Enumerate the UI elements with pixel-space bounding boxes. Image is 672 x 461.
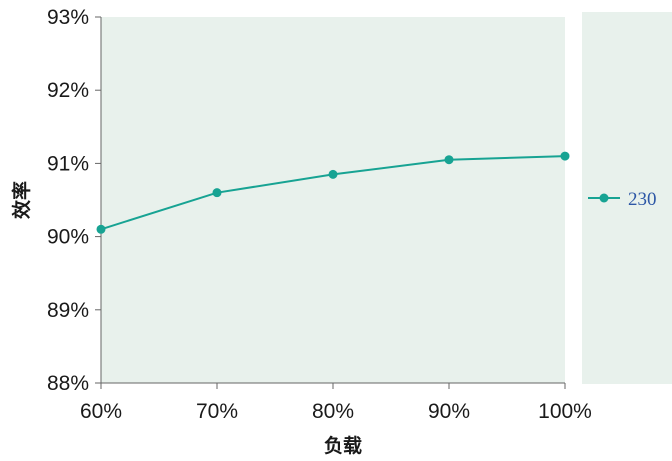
y-axis-title: 效率: [10, 181, 33, 219]
data-point: [96, 224, 106, 234]
y-tick-label: 88%: [47, 372, 89, 395]
x-tick-label: 80%: [312, 400, 354, 423]
x-tick-label: 100%: [538, 400, 592, 423]
y-tick-labels: 88% 89% 90% 91% 92% 93%: [47, 6, 89, 395]
x-tick-label: 90%: [428, 400, 470, 423]
x-axis-title: 负载: [324, 434, 362, 457]
y-tick-label: 89%: [47, 299, 89, 322]
y-tick-label: 92%: [47, 79, 89, 102]
y-tick-label: 93%: [47, 6, 89, 29]
plot-area: [101, 17, 565, 383]
x-tick-label: 70%: [196, 400, 238, 423]
legend-marker: [599, 193, 609, 203]
legend: 230: [588, 189, 657, 210]
data-point: [444, 155, 454, 165]
y-tick-label: 90%: [47, 226, 89, 249]
axes: [95, 16, 566, 389]
data-point: [328, 169, 338, 179]
data-point: [212, 188, 222, 198]
x-tick-labels: 60% 70% 80% 90% 100%: [80, 400, 592, 423]
x-tick-label: 60%: [80, 400, 122, 423]
series-group: [96, 151, 570, 234]
y-tick-label: 91%: [47, 152, 89, 175]
legend-label: 230: [628, 189, 657, 210]
data-point: [560, 151, 570, 161]
